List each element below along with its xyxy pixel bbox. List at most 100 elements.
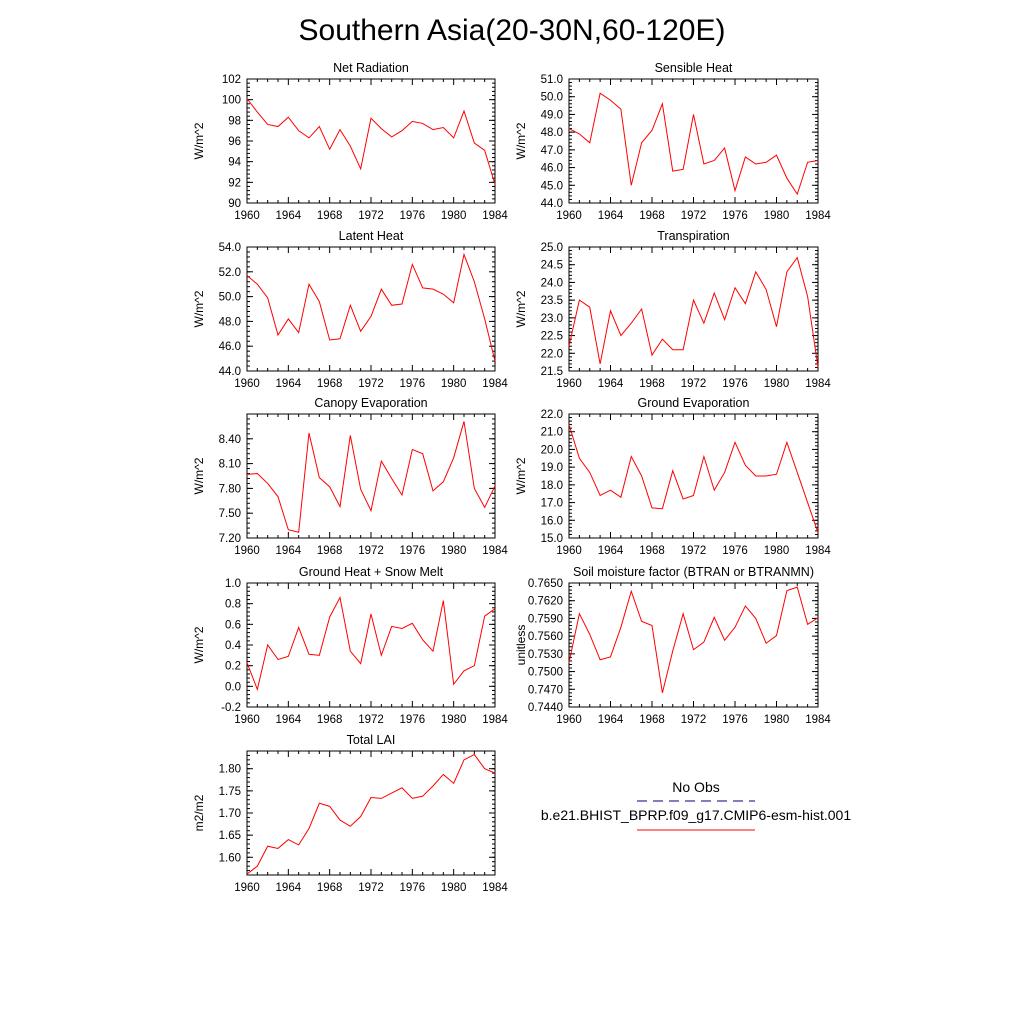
y-tick-label: 0.7440	[528, 702, 563, 714]
x-tick-label: 1980	[764, 378, 790, 390]
panel-title: Canopy Evaporation	[314, 396, 427, 410]
x-tick-label: 1972	[681, 545, 707, 557]
y-tick-label: 22.0	[541, 348, 563, 360]
y-axis-label: W/m^2	[192, 626, 206, 663]
y-tick-label: 1.75	[219, 786, 241, 798]
x-tick-label: 1968	[639, 714, 665, 726]
x-tick-label: 1972	[681, 210, 707, 222]
x-tick-label: 1972	[358, 545, 384, 557]
x-tick-label: 1968	[317, 378, 343, 390]
y-axis-label: W/m^2	[192, 290, 206, 327]
x-tick-label: 1972	[358, 378, 384, 390]
x-tick-label: 1972	[681, 378, 707, 390]
panel-sensible-heat: Sensible Heat 1960 1964 1968 1972 1976 1980 198…	[514, 61, 831, 222]
y-tick-label: 96	[228, 136, 241, 148]
series-line	[568, 92, 819, 196]
x-tick-label: 1960	[234, 882, 260, 894]
y-tick-label: 92	[228, 177, 241, 189]
y-tick-label: 8.10	[219, 459, 241, 471]
panel-title: Net Radiation	[333, 61, 409, 75]
main-title: Southern Asia(20-30N,60-120E)	[299, 14, 726, 47]
y-tick-label: 16.0	[541, 515, 563, 527]
y-axis-label: W/m^2	[192, 122, 206, 159]
y-tick-label: 0.2	[225, 661, 241, 673]
plot-frame	[568, 582, 819, 708]
panel-title: Total LAI	[347, 733, 396, 747]
panel-title: Sensible Heat	[655, 61, 733, 75]
y-tick-label: 0.7560	[528, 631, 563, 643]
x-tick-label: 1984	[805, 210, 831, 222]
panel-title: Soil moisture factor (BTRAN or BTRANMN)	[573, 565, 814, 579]
plot-frame	[246, 582, 496, 708]
x-tick-label: 1972	[358, 714, 384, 726]
x-tick-label: 1964	[276, 210, 302, 222]
plot-frame	[246, 78, 496, 204]
x-tick-label: 1976	[400, 714, 426, 726]
y-tick-label: 94	[228, 157, 241, 169]
plot-frame	[246, 246, 496, 372]
x-tick-label: 1976	[400, 545, 426, 557]
y-tick-label: 0.7620	[528, 596, 563, 608]
y-tick-label: 0.8	[225, 599, 241, 611]
plot-frame	[246, 413, 496, 539]
series-line	[568, 424, 819, 533]
x-tick-label: 1960	[556, 714, 582, 726]
y-tick-label: 0.7530	[528, 649, 563, 661]
y-tick-label: 47.0	[541, 145, 563, 157]
legend-model-label: b.e21.BHIST_BPRP.f09_g17.CMIP6-esm-hist.…	[541, 807, 851, 823]
x-tick-label: 1976	[722, 378, 748, 390]
x-tick-label: 1980	[764, 714, 790, 726]
x-tick-label: 1984	[482, 210, 508, 222]
y-tick-label: 1.65	[219, 830, 241, 842]
x-tick-label: 1984	[805, 378, 831, 390]
series-line	[568, 586, 819, 693]
plot-frame	[568, 246, 819, 372]
y-tick-label: 15.0	[541, 533, 563, 545]
y-tick-label: 90	[228, 198, 241, 210]
y-tick-label: 50.0	[541, 92, 563, 104]
y-tick-label: 20.0	[541, 444, 563, 456]
panel-soil-moisture-factor-btran-or-btranmn: Soil moisture factor (BTRAN or BTRANMN) 1…	[514, 565, 831, 726]
plot-frame	[568, 413, 819, 539]
x-tick-label: 1960	[234, 378, 260, 390]
x-tick-label: 1984	[805, 545, 831, 557]
y-axis-label: W/m^2	[192, 457, 206, 494]
y-tick-label: 7.80	[219, 483, 241, 495]
x-tick-label: 1960	[556, 210, 582, 222]
x-tick-label: 1980	[441, 210, 467, 222]
y-tick-label: 52.0	[219, 267, 241, 279]
x-tick-label: 1960	[234, 210, 260, 222]
x-tick-label: 1972	[358, 210, 384, 222]
y-tick-label: 0.0	[225, 681, 241, 693]
y-tick-label: 19.0	[541, 462, 563, 474]
y-tick-label: 24.5	[541, 260, 563, 272]
y-tick-label: 8.40	[219, 434, 241, 446]
y-tick-label: -0.2	[221, 702, 241, 714]
x-tick-label: 1984	[482, 545, 508, 557]
x-tick-label: 1968	[639, 210, 665, 222]
x-tick-label: 1964	[276, 378, 302, 390]
y-tick-label: 7.20	[219, 533, 241, 545]
y-tick-label: 23.0	[541, 313, 563, 325]
x-tick-label: 1960	[234, 714, 260, 726]
y-tick-label: 22.5	[541, 331, 563, 343]
panel-net-radiation: Net Radiation 1960 1964 1968 1972 1976 1980 198…	[192, 61, 508, 222]
y-tick-label: 1.80	[219, 764, 241, 776]
x-tick-label: 1984	[482, 882, 508, 894]
y-axis-label: m2/m2	[192, 794, 206, 831]
y-tick-label: 102	[222, 74, 241, 86]
panel-transpiration: Transpiration 1960 1964 1968 1972 1976 1980 198…	[514, 229, 831, 390]
x-tick-label: 1968	[639, 378, 665, 390]
x-tick-label: 1964	[598, 714, 624, 726]
y-tick-label: 45.0	[541, 180, 563, 192]
x-tick-label: 1964	[598, 210, 624, 222]
panel-title: Ground Evaporation	[638, 396, 750, 410]
y-tick-label: 0.7470	[528, 684, 563, 696]
legend: No Obs b.e21.BHIST_BPRP.f09_g17.CMIP6-es…	[541, 779, 851, 831]
y-tick-label: 100	[222, 95, 241, 107]
y-tick-label: 51.0	[541, 74, 563, 86]
y-tick-label: 21.0	[541, 427, 563, 439]
x-tick-label: 1964	[276, 545, 302, 557]
y-tick-label: 21.5	[541, 366, 563, 378]
y-tick-label: 1.70	[219, 808, 241, 820]
